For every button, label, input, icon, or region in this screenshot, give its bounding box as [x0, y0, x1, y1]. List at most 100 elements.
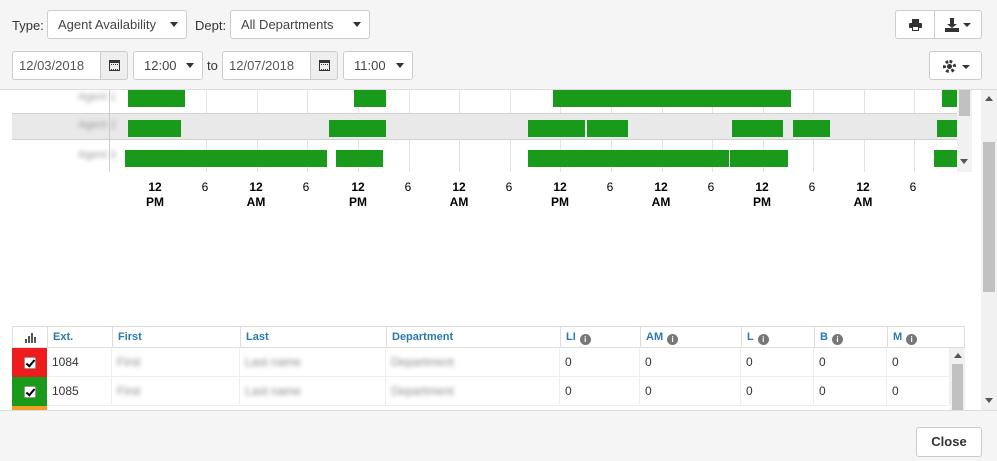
dialog-footer: Close — [0, 410, 997, 461]
chevron-down-icon — [353, 22, 361, 27]
timeline-row: Agent 1 — [12, 90, 957, 113]
end-date-input[interactable]: 12/07/2018 — [222, 51, 311, 80]
chevron-down-icon — [962, 65, 970, 69]
scroll-down-icon[interactable] — [960, 159, 968, 164]
scroll-up-icon[interactable] — [985, 96, 993, 101]
availability-bar — [528, 120, 585, 137]
chevron-down-icon — [186, 63, 194, 68]
time-tick: 12 AM — [853, 180, 873, 209]
calendar-icon — [109, 60, 120, 71]
time-tick: 12 PM — [753, 180, 771, 209]
bar-chart-icon — [25, 333, 37, 343]
status-indicator — [12, 377, 47, 406]
scroll-down-icon[interactable] — [985, 398, 993, 403]
cell-l: 0 — [741, 377, 814, 406]
info-icon[interactable]: i — [831, 334, 843, 345]
time-tick: 12 PM — [146, 180, 164, 209]
dept-select[interactable]: All Departments — [230, 10, 370, 39]
end-time-select[interactable]: 11:00 — [343, 51, 413, 80]
row-checkbox[interactable] — [24, 357, 36, 369]
availability-bar — [942, 90, 957, 107]
header-am[interactable]: AM i — [641, 327, 742, 348]
cell-department: Department — [386, 377, 560, 406]
cell-b: 0 — [814, 377, 887, 406]
gear-icon — [943, 60, 956, 73]
status-indicator — [12, 348, 47, 377]
agent-name: Agent 2 — [78, 119, 116, 131]
table-row[interactable] — [12, 406, 965, 411]
chart-column-header[interactable] — [13, 327, 48, 348]
start-time-select[interactable]: 12:00 — [133, 51, 203, 80]
availability-bar — [934, 150, 957, 167]
page-scrollbar[interactable] — [981, 90, 997, 410]
end-time-value: 11:00 — [354, 58, 386, 73]
cell-ext: 1084 — [47, 348, 112, 377]
availability-bar — [336, 150, 383, 167]
agent-name: Agent 1 — [78, 91, 116, 103]
dept-label: Dept: — [195, 18, 227, 33]
cell-m: 0 — [887, 348, 950, 377]
availability-bar — [937, 120, 957, 137]
time-tick: 6 — [302, 180, 310, 194]
scrollbar-thumb[interactable] — [983, 142, 995, 292]
toolbar: Type: Agent Availability Dept: All Depar… — [0, 0, 997, 90]
info-icon[interactable]: i — [906, 334, 918, 345]
start-date-input[interactable]: 12/03/2018 — [12, 51, 101, 80]
row-checkbox[interactable] — [24, 386, 36, 398]
start-time-value: 12:00 — [144, 58, 177, 73]
time-tick: 6 — [201, 180, 209, 194]
header-department[interactable]: Department — [387, 327, 561, 348]
time-tick: 6 — [707, 180, 715, 194]
table-scrollbar[interactable] — [950, 348, 965, 411]
timeline-scrollbar[interactable] — [957, 90, 972, 172]
time-tick: 12 AM — [246, 180, 266, 209]
calendar-icon — [319, 60, 330, 71]
end-date-calendar-button[interactable] — [311, 51, 338, 80]
time-tick: 6 — [606, 180, 614, 194]
export-button[interactable] — [935, 10, 982, 39]
settings-button[interactable] — [929, 51, 982, 80]
time-tick: 6 — [808, 180, 816, 194]
availability-bar — [528, 150, 729, 167]
chevron-down-icon — [963, 23, 971, 27]
chevron-down-icon — [170, 22, 178, 27]
table-row[interactable]: 1085 First Last name Department 0 0 0 0 … — [12, 377, 965, 406]
cell-l: 0 — [741, 348, 814, 377]
cell-m: 0 — [887, 377, 950, 406]
scrollbar-thumb[interactable] — [959, 90, 970, 116]
time-tick: 6 — [505, 180, 513, 194]
header-li[interactable]: LI i — [561, 327, 641, 348]
scrollbar-thumb[interactable] — [952, 364, 963, 411]
info-icon[interactable]: i — [667, 334, 679, 345]
type-label: Type: — [12, 18, 44, 33]
close-button[interactable]: Close — [916, 427, 982, 457]
dept-select-value: All Departments — [241, 17, 334, 32]
availability-bar — [354, 90, 386, 107]
scroll-up-icon[interactable] — [954, 353, 962, 358]
time-tick: 12 PM — [349, 180, 367, 209]
availability-bar — [128, 90, 185, 107]
cell-li: 0 — [560, 377, 640, 406]
start-date-calendar-button[interactable] — [101, 51, 128, 80]
chevron-down-icon — [396, 63, 404, 68]
print-button[interactable] — [895, 10, 935, 39]
header-ext[interactable]: Ext. — [48, 327, 113, 348]
timeline-row: Agent 3 — [12, 144, 957, 171]
type-select[interactable]: Agent Availability — [47, 10, 187, 39]
table-row[interactable]: 1084 First Last name Department 0 0 0 0 … — [12, 348, 965, 377]
header-first[interactable]: First — [113, 327, 241, 348]
status-indicator — [12, 406, 47, 411]
header-last[interactable]: Last — [241, 327, 387, 348]
info-icon[interactable]: i — [579, 334, 591, 345]
availability-bar — [329, 120, 386, 137]
availability-bar — [128, 120, 181, 137]
info-icon[interactable]: i — [757, 334, 769, 345]
availability-bar — [125, 150, 327, 167]
availability-bar — [587, 120, 628, 137]
agent-name: Agent 3 — [78, 149, 116, 161]
